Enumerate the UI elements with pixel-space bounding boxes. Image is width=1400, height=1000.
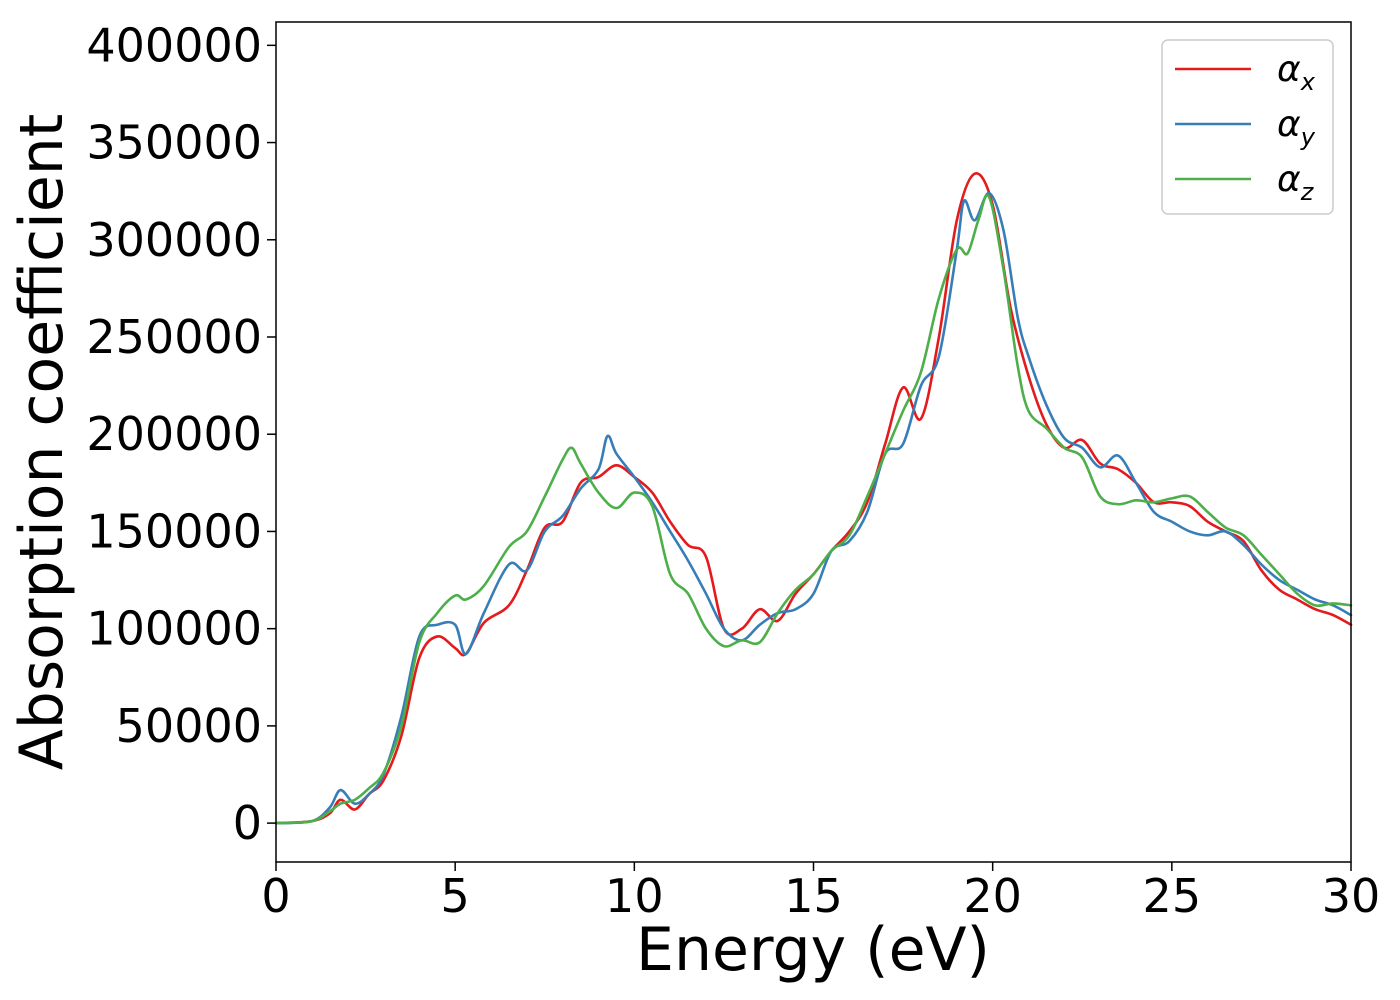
legend-items: αx αy αz xyxy=(1175,49,1316,206)
legend-label-y: αy xyxy=(1277,104,1316,151)
y-tick-label: 50000 xyxy=(116,699,262,753)
series-line-z xyxy=(274,193,1353,825)
x-tick-label: 30 xyxy=(1322,869,1381,923)
x-tick-label: 25 xyxy=(1143,869,1202,923)
x-axis-label: Energy (eV) xyxy=(636,915,990,985)
x-tick-label: 20 xyxy=(963,869,1022,923)
series-layer xyxy=(274,172,1353,825)
x-tick-label: 0 xyxy=(261,869,290,923)
y-tick-label: 150000 xyxy=(86,504,262,558)
series-line-y xyxy=(274,191,1353,825)
y-tick-label: 350000 xyxy=(86,116,262,170)
legend-box xyxy=(1161,39,1334,215)
y-axis-ticks: 0 50000 100000 150000 200000 250000 300000 3500… xyxy=(86,18,276,850)
x-tick-label: 10 xyxy=(605,869,664,923)
y-tick-label: 100000 xyxy=(86,602,262,656)
legend-label-x: αx xyxy=(1277,49,1316,96)
x-tick-label: 15 xyxy=(784,869,843,923)
x-tick-label: 5 xyxy=(441,869,470,923)
y-tick-label: 0 xyxy=(233,796,262,850)
y-tick-label: 300000 xyxy=(86,213,262,267)
legend-label-z: αz xyxy=(1277,159,1315,206)
legend: αx αy αz xyxy=(1161,39,1334,215)
y-tick-label: 200000 xyxy=(86,407,262,461)
y-tick-label: 250000 xyxy=(86,310,262,364)
y-tick-label: 400000 xyxy=(86,18,262,72)
y-axis-label: Absorption coefficient xyxy=(7,114,77,771)
x-axis-ticks: 0 5 10 15 20 25 30 xyxy=(261,862,1380,923)
